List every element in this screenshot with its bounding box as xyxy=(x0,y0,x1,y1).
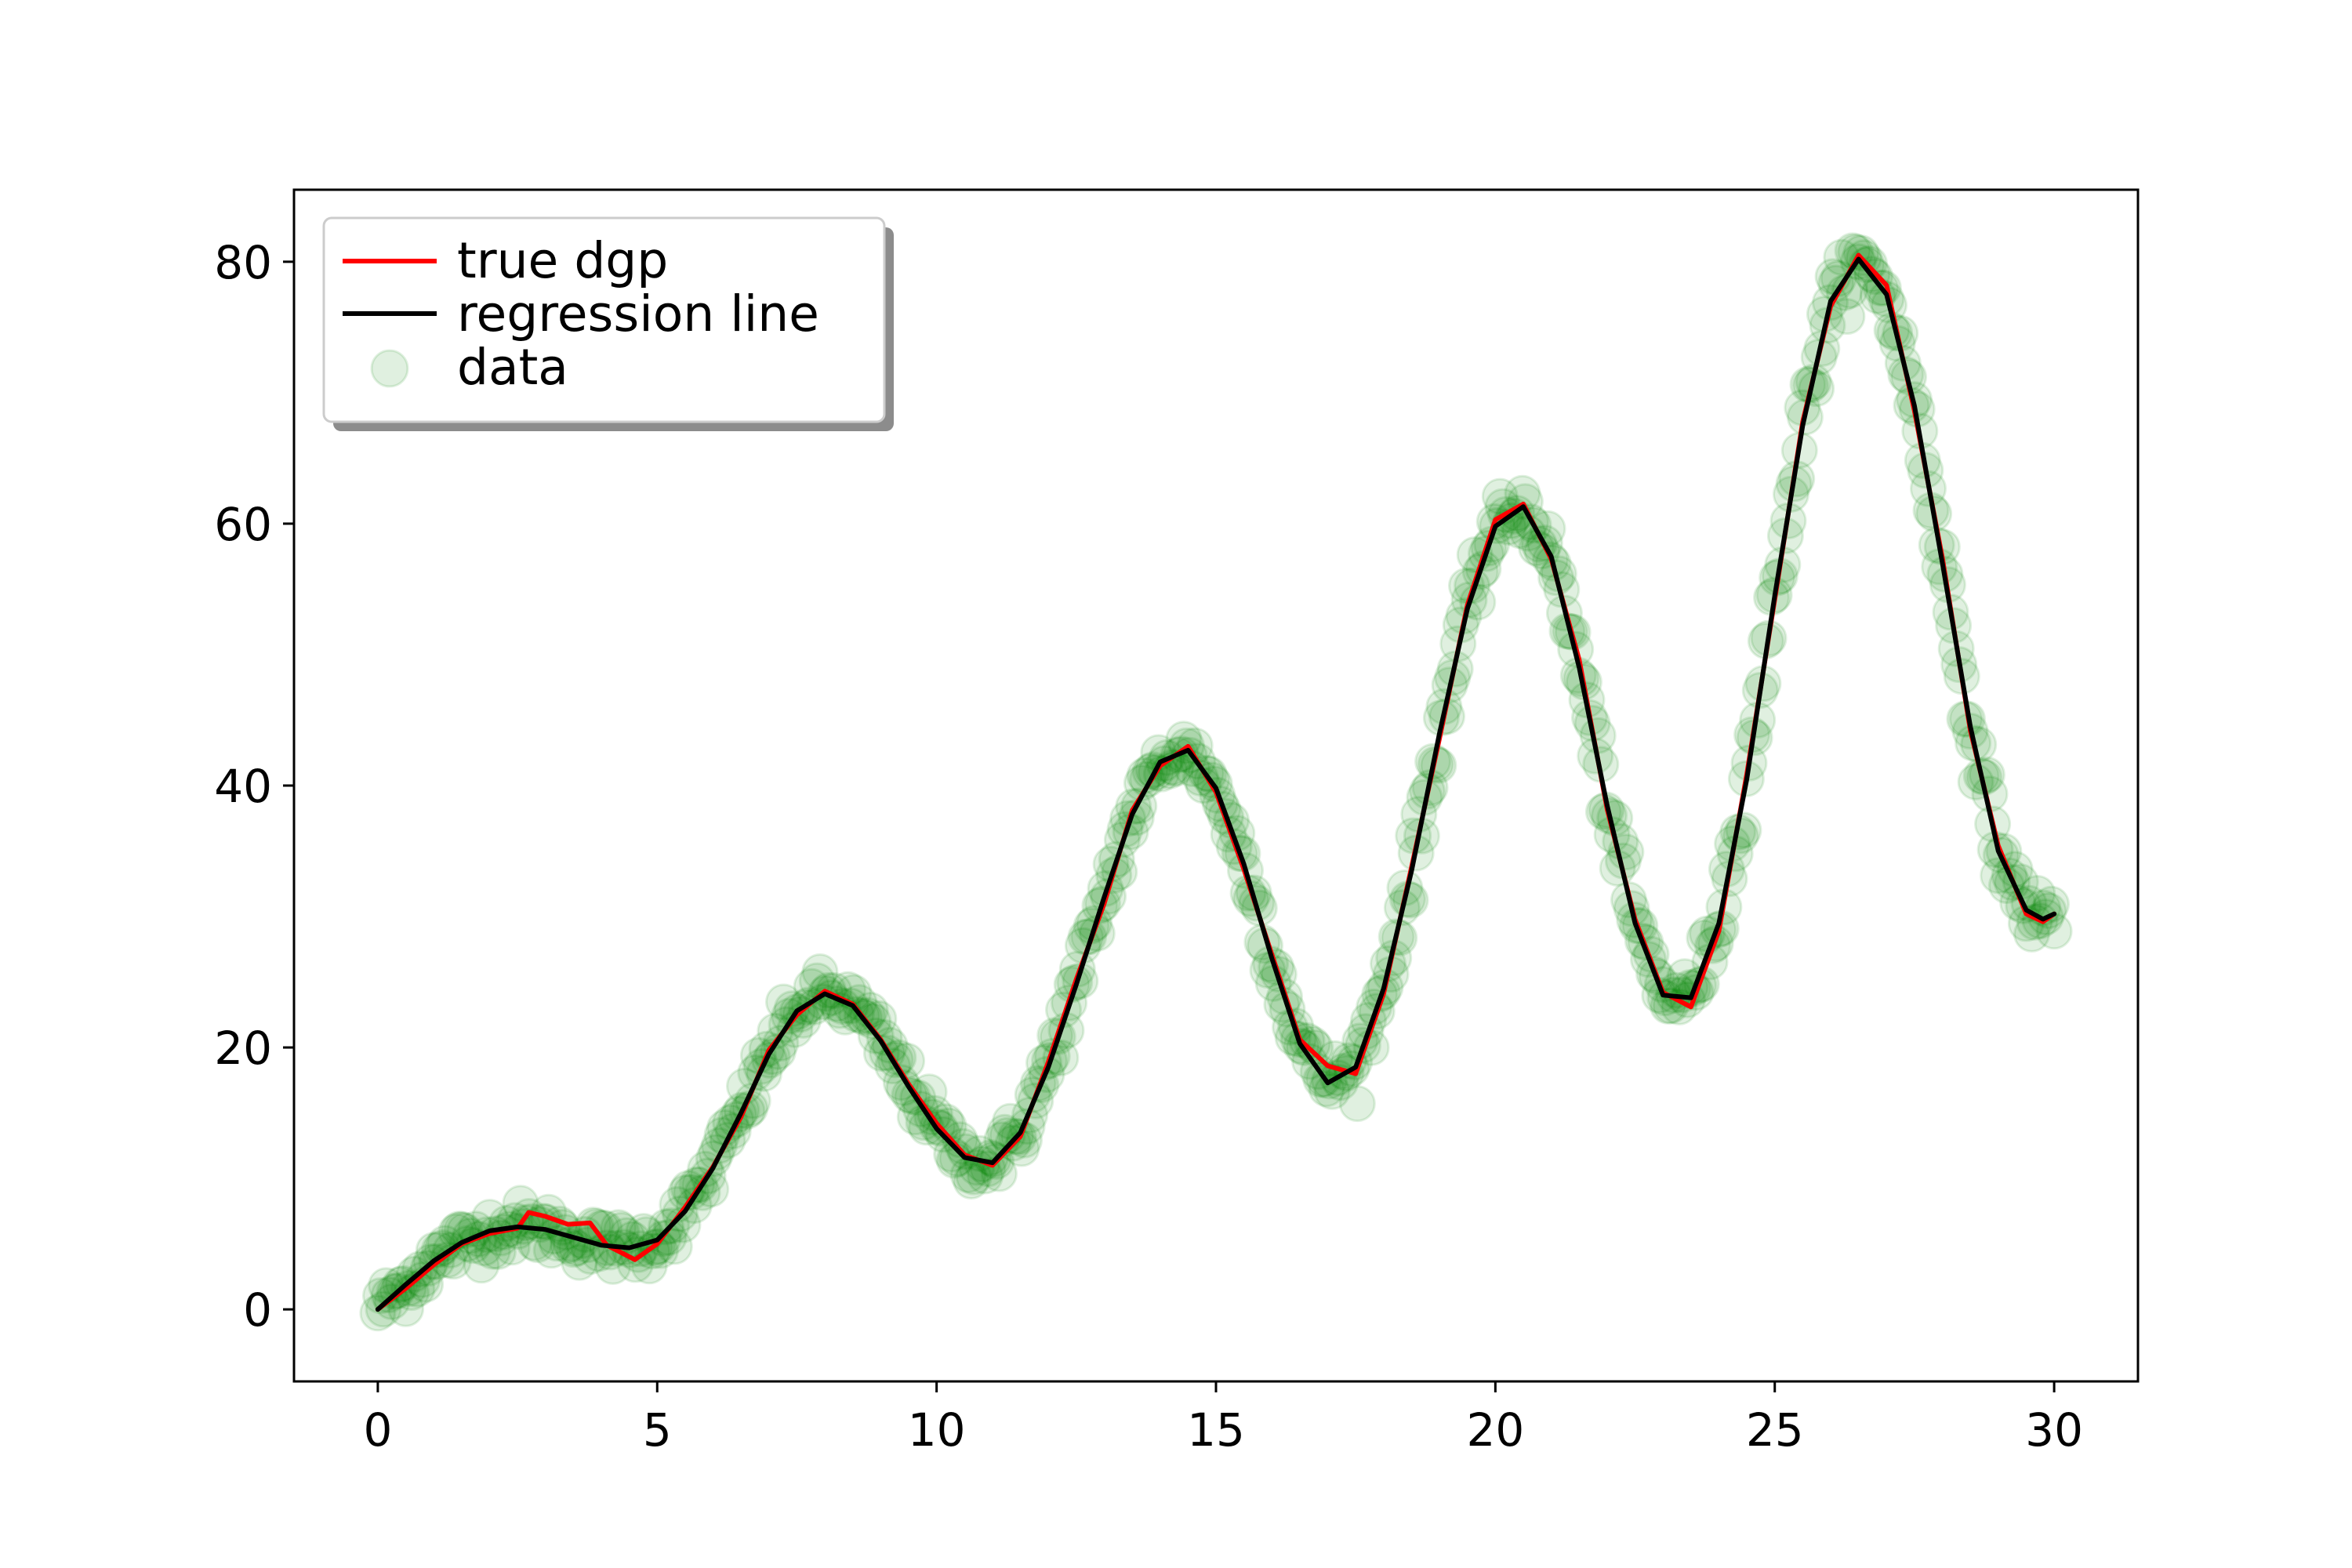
series-lines xyxy=(375,252,2057,1312)
x-axis: 0 5 10 15 20 25 30 xyxy=(363,1381,2083,1457)
data-point xyxy=(1338,1085,1376,1123)
x-tick-label: 20 xyxy=(1466,1403,1524,1457)
data-point xyxy=(866,1018,903,1056)
data-point xyxy=(572,1238,609,1275)
data-point xyxy=(941,1121,978,1159)
data-point xyxy=(1504,474,1541,512)
x-tick-label: 10 xyxy=(908,1403,966,1457)
data-point xyxy=(796,988,833,1025)
y-tick-label: 20 xyxy=(214,1022,272,1075)
data-point xyxy=(463,1247,500,1284)
data-point xyxy=(1181,759,1219,797)
data-point xyxy=(880,1039,917,1076)
data-point xyxy=(855,1003,892,1040)
data-point xyxy=(773,990,811,1028)
data-point xyxy=(849,996,887,1034)
data-point xyxy=(2033,885,2070,923)
data-point xyxy=(561,1243,598,1281)
data-point xyxy=(382,1266,419,1303)
legend: true dgp regression line data xyxy=(322,216,894,431)
data-point xyxy=(765,983,802,1021)
y-tick-label: 40 xyxy=(214,760,272,813)
legend-label-true-dgp: true dgp xyxy=(457,232,668,289)
legend-label-data: data xyxy=(457,339,568,396)
data-point xyxy=(967,1157,1004,1195)
legend-box xyxy=(322,216,886,423)
data-point xyxy=(1165,720,1203,758)
y-tick-label: 60 xyxy=(214,498,272,551)
data-point xyxy=(404,1261,441,1298)
x-tick-label: 15 xyxy=(1187,1403,1245,1457)
x-tick-label: 0 xyxy=(363,1403,392,1457)
data-point xyxy=(650,1218,688,1256)
legend-marker-data xyxy=(370,349,409,388)
legend-label-regression-line: regression line xyxy=(457,285,819,343)
data-point xyxy=(1481,477,1519,515)
data-point xyxy=(801,953,839,990)
data-point xyxy=(759,1033,797,1070)
y-axis: 0 20 40 60 80 xyxy=(214,236,294,1337)
data-point xyxy=(387,1290,425,1327)
data-point xyxy=(862,1035,900,1072)
data-point xyxy=(1142,755,1180,793)
y-tick-label: 80 xyxy=(214,236,272,289)
data-point xyxy=(1725,811,1762,849)
data-point xyxy=(429,1241,466,1279)
data-point xyxy=(953,1163,990,1200)
y-tick-label: 0 xyxy=(243,1283,272,1337)
x-tick-label: 30 xyxy=(2025,1403,2083,1457)
data-point xyxy=(370,1276,408,1314)
data-point xyxy=(479,1232,517,1270)
x-tick-label: 25 xyxy=(1746,1403,1804,1457)
data-point xyxy=(1313,1073,1351,1110)
regression-line-line xyxy=(375,256,2057,1312)
data-point xyxy=(1798,370,1835,408)
data-point xyxy=(771,997,808,1035)
x-tick-label: 5 xyxy=(643,1403,672,1457)
data-point xyxy=(516,1224,554,1261)
data-point xyxy=(1392,881,1429,919)
